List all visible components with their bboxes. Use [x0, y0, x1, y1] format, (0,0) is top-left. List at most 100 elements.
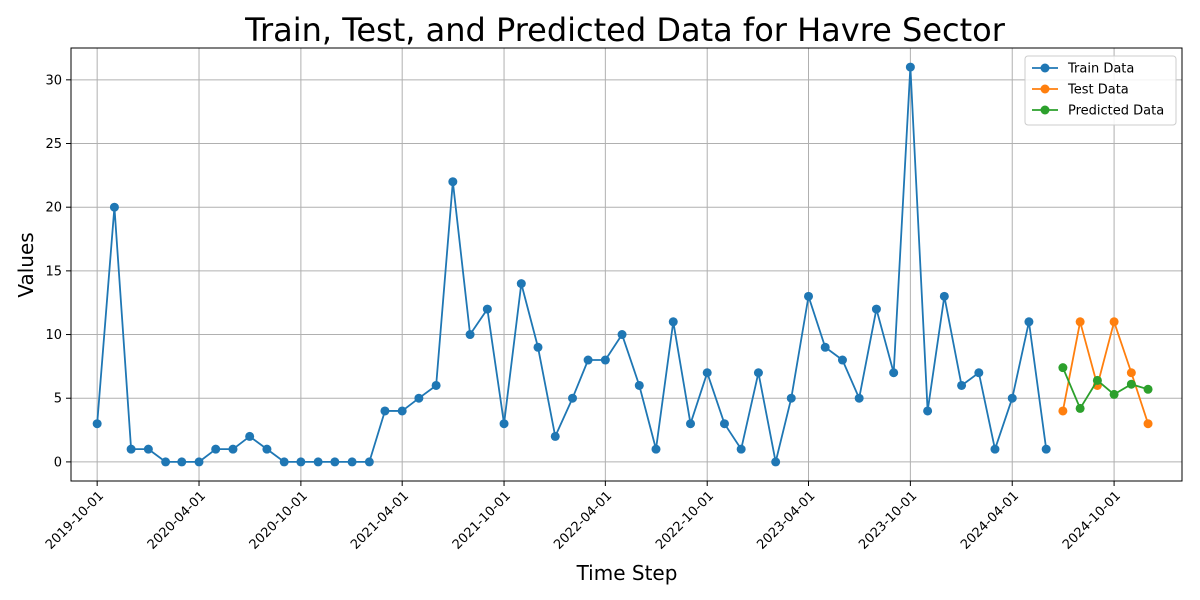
train-data-point	[330, 457, 340, 467]
train-data-point	[245, 431, 255, 441]
legend-label: Train Data	[1067, 62, 1134, 77]
grid	[71, 48, 1182, 481]
train-data-point	[126, 444, 136, 454]
predicted-data-point	[1143, 384, 1153, 394]
train-data-point	[364, 457, 374, 467]
train-data-point	[736, 444, 746, 454]
train-data-point	[296, 457, 306, 467]
x-tick-label: 2020-04-01	[145, 489, 209, 553]
test-data-point	[1126, 368, 1136, 378]
x-tick-label: 2024-04-01	[958, 489, 1022, 553]
train-data-point	[837, 355, 847, 365]
train-data-point	[1041, 444, 1051, 454]
legend-swatch-marker	[1040, 63, 1050, 73]
test-data-point	[1058, 406, 1068, 416]
legend-label: Test Data	[1067, 83, 1129, 98]
x-axis-label: Time Step	[576, 561, 678, 585]
train-data-point	[634, 380, 644, 390]
series-layer	[92, 62, 1153, 467]
train-data-point	[990, 444, 1000, 454]
y-tick-label: 10	[45, 328, 62, 343]
train-data-line	[96, 66, 1048, 463]
train-data-point	[313, 457, 323, 467]
train-data-point	[804, 291, 814, 301]
y-tick-label: 0	[54, 455, 62, 470]
train-data-point	[92, 419, 102, 429]
legend: Train Data Test Data Predicted Data	[1024, 55, 1177, 126]
legend-item-train-data: Train Data	[1032, 62, 1134, 77]
train-data-point	[228, 444, 238, 454]
test-data-point	[1143, 419, 1153, 429]
y-tick-label: 5	[54, 392, 62, 407]
train-data-point	[786, 393, 796, 403]
train-data-point	[143, 444, 153, 454]
train-data-point	[1007, 393, 1017, 403]
x-tick-label: 2023-04-01	[754, 489, 818, 553]
x-tick-label: 2022-10-01	[653, 489, 717, 553]
train-data-point	[499, 419, 509, 429]
x-tick-label: 2022-04-01	[551, 489, 615, 553]
x-tick-label: 2021-04-01	[348, 489, 412, 553]
train-data-point	[347, 457, 357, 467]
series-train-data	[92, 62, 1051, 467]
legend-swatch-marker	[1040, 105, 1050, 115]
x-tick-label: 2023-10-01	[856, 489, 920, 553]
train-data-point	[600, 355, 610, 365]
y-axis-ticks: 0 5 10 15 20 25 30	[45, 73, 71, 470]
x-tick-label: 2019-10-01	[43, 489, 107, 553]
test-data-point	[1109, 317, 1119, 327]
test-data-point	[1075, 317, 1085, 327]
train-data-point	[109, 202, 119, 212]
train-data-point	[279, 457, 289, 467]
train-data-point	[397, 406, 407, 416]
train-data-point	[854, 393, 864, 403]
train-data-point	[465, 330, 475, 340]
train-data-point	[516, 279, 526, 289]
train-data-point	[719, 419, 729, 429]
train-data-point	[820, 342, 830, 352]
train-data-point	[617, 330, 627, 340]
y-tick-label: 25	[45, 137, 62, 152]
train-data-point	[686, 419, 696, 429]
legend-item-predicted-data: Predicted Data	[1032, 104, 1164, 119]
legend-box	[1024, 55, 1177, 126]
train-data-point	[905, 62, 915, 72]
train-data-point	[889, 368, 899, 378]
train-data-point	[161, 457, 171, 467]
predicted-data-point	[1109, 389, 1119, 399]
series-test-data	[1058, 317, 1153, 429]
predicted-data-point	[1075, 403, 1085, 413]
chart-title: Train, Test, and Predicted Data for Havr…	[244, 11, 1006, 49]
series-predicted-data	[1058, 363, 1153, 413]
train-data-point	[1024, 317, 1034, 327]
train-data-point	[533, 342, 543, 352]
train-data-point	[194, 457, 204, 467]
train-data-point	[568, 393, 578, 403]
legend-item-test-data: Test Data	[1032, 83, 1129, 98]
predicted-data-point	[1126, 379, 1136, 389]
x-tick-label: 2020-10-01	[247, 489, 311, 553]
train-data-point	[923, 406, 933, 416]
legend-swatch-marker	[1040, 84, 1050, 94]
train-data-point	[871, 304, 881, 314]
y-axis-label: Values	[14, 232, 38, 297]
y-tick-label: 30	[45, 73, 62, 88]
train-data-point	[668, 317, 678, 327]
train-data-point	[177, 457, 187, 467]
x-tick-label: 2024-10-01	[1060, 489, 1124, 553]
train-data-point	[380, 406, 390, 416]
y-tick-label: 15	[45, 264, 62, 279]
plot-frame	[70, 47, 1183, 482]
train-data-point	[771, 457, 781, 467]
train-data-point	[957, 380, 967, 390]
train-data-point	[482, 304, 492, 314]
predicted-data-point	[1092, 375, 1102, 385]
train-data-point	[448, 177, 458, 187]
train-data-point	[974, 368, 984, 378]
x-tick-label: 2021-10-01	[450, 489, 514, 553]
train-data-point	[702, 368, 712, 378]
train-data-point	[939, 291, 949, 301]
train-data-point	[431, 380, 441, 390]
